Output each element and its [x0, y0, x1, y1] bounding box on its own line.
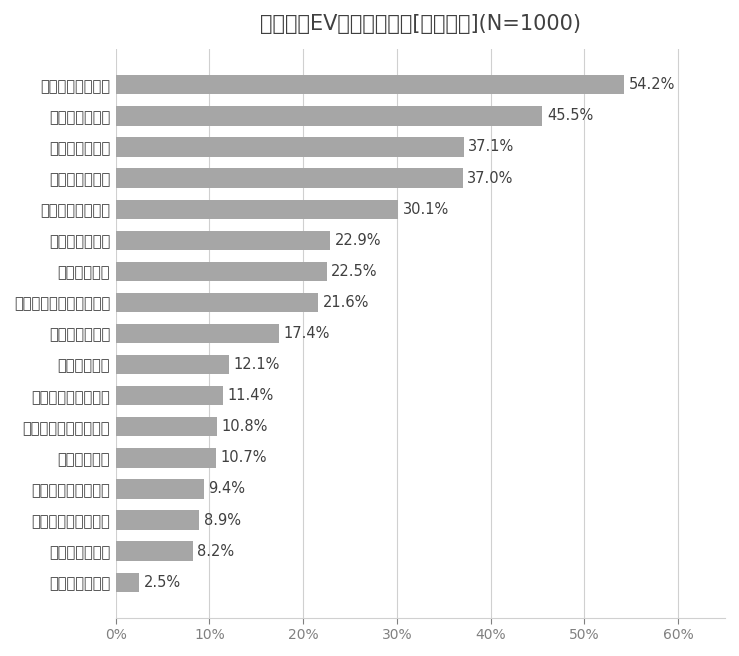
Text: 12.1%: 12.1% [234, 357, 280, 372]
Text: 2.5%: 2.5% [144, 575, 181, 590]
Text: 37.1%: 37.1% [469, 140, 514, 154]
Bar [116, 137, 463, 157]
Bar [116, 106, 542, 125]
Text: 8.9%: 8.9% [204, 512, 241, 527]
Text: 8.2%: 8.2% [197, 544, 234, 559]
Text: 22.5%: 22.5% [331, 264, 378, 279]
Bar [116, 480, 204, 499]
Bar [116, 386, 222, 405]
Bar [116, 324, 279, 343]
Bar [116, 75, 624, 94]
Text: 17.4%: 17.4% [284, 326, 330, 341]
Bar [116, 293, 319, 312]
Text: 30.1%: 30.1% [403, 201, 449, 216]
Bar [116, 417, 217, 436]
Text: 9.4%: 9.4% [208, 482, 245, 497]
Text: 45.5%: 45.5% [547, 108, 593, 123]
Text: 37.0%: 37.0% [467, 171, 514, 186]
Bar [116, 573, 139, 592]
Bar [116, 199, 398, 219]
Bar [116, 169, 463, 188]
Text: 54.2%: 54.2% [629, 77, 675, 92]
Text: 22.9%: 22.9% [335, 233, 381, 248]
Bar [116, 541, 193, 561]
Title: 中国人のEVに対する不安[複数回答](N=1000): 中国人のEVに対する不安[複数回答](N=1000) [260, 14, 581, 34]
Bar [116, 231, 330, 250]
Bar [116, 355, 229, 374]
Text: 11.4%: 11.4% [228, 388, 273, 403]
Bar [116, 262, 327, 281]
Text: 21.6%: 21.6% [323, 295, 370, 310]
Text: 10.7%: 10.7% [221, 451, 268, 465]
Bar [116, 448, 216, 468]
Bar [116, 510, 199, 529]
Text: 10.8%: 10.8% [222, 419, 268, 434]
